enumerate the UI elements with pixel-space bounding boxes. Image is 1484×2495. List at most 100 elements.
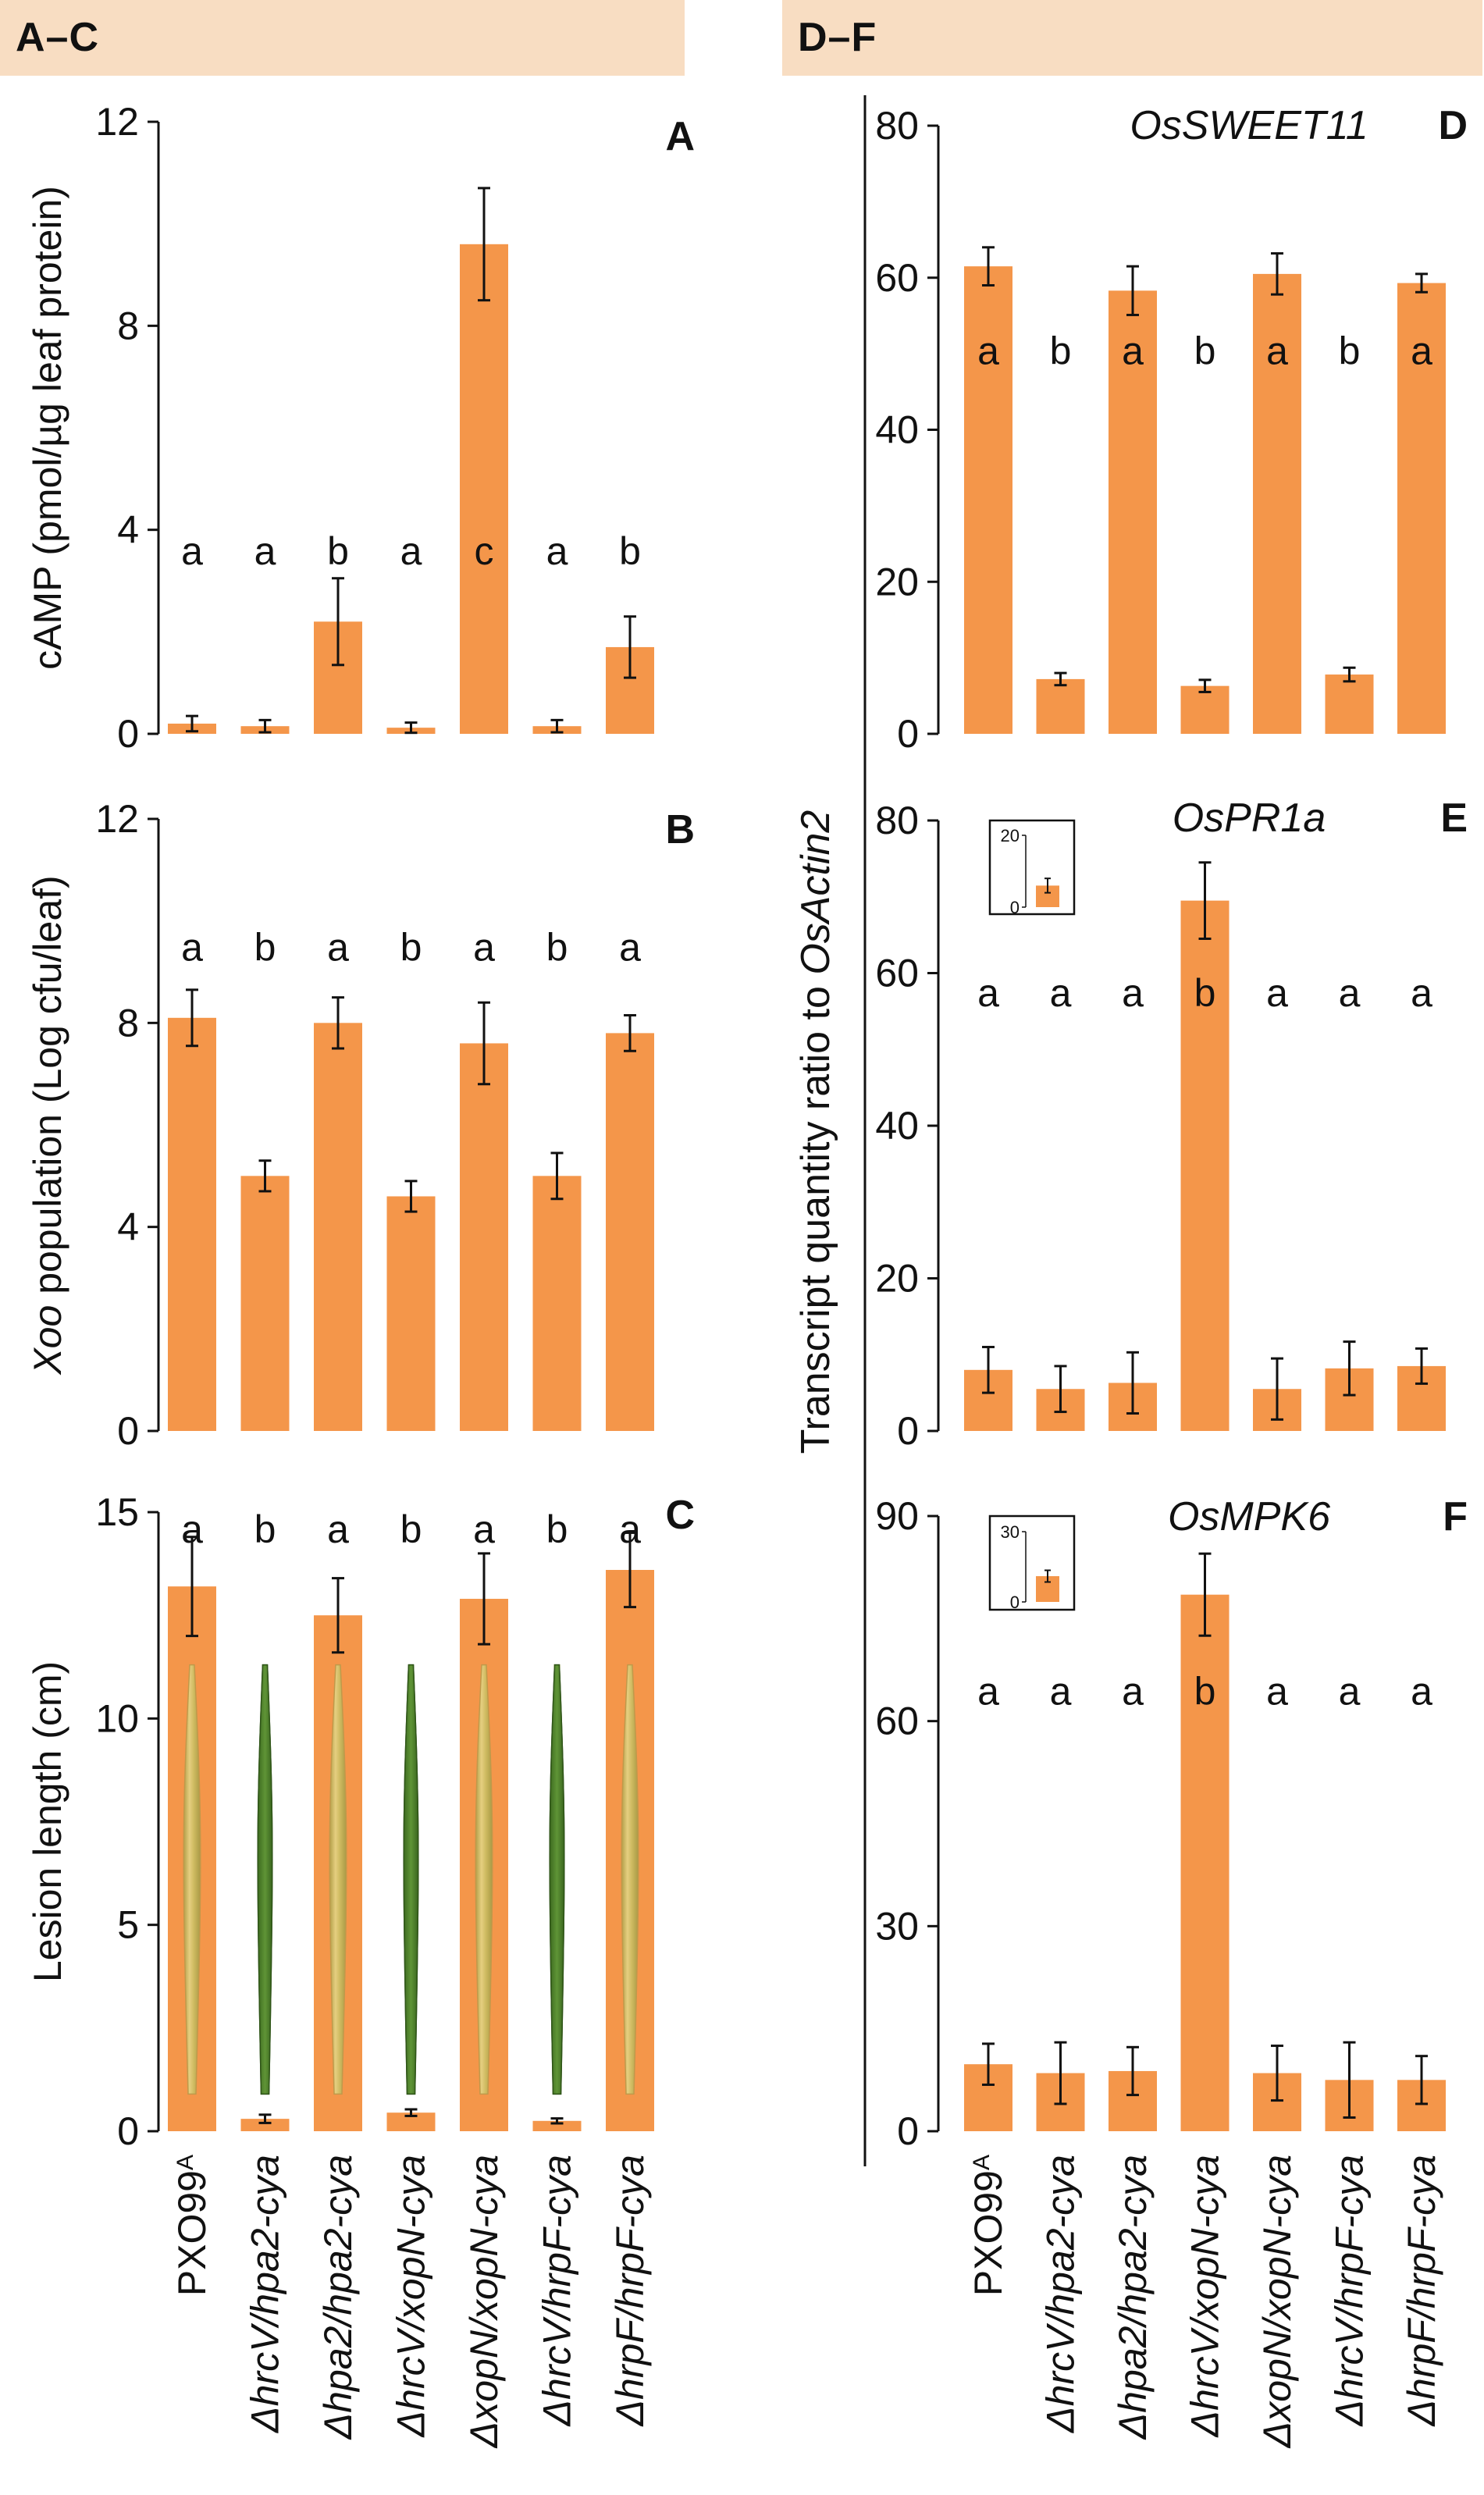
significance-letter: a xyxy=(977,329,999,372)
x-tick-label: Δhpa2/hpa2-cya xyxy=(1111,2155,1155,2440)
significance-letter: a xyxy=(1339,1669,1361,1713)
significance-letter: a xyxy=(1122,1669,1144,1713)
significance-letter: a xyxy=(327,925,349,969)
significance-letter: b xyxy=(546,925,568,969)
x-tick-label: ΔxopN/xopN-cya xyxy=(462,2155,506,2448)
x-tick-label: ΔhrcV/hrpF-cya xyxy=(536,2155,579,2427)
bar xyxy=(1180,685,1230,734)
inset-frame xyxy=(988,819,1076,916)
y-tick-label: 10 xyxy=(95,1696,139,1740)
y-tick-label: 4 xyxy=(117,508,139,552)
leaf-image-overlay xyxy=(257,1664,273,2095)
bar xyxy=(386,1196,436,1431)
bar xyxy=(1180,1594,1230,2131)
x-tick-label-base: PXO99 xyxy=(966,2170,1010,2296)
significance-letter: a xyxy=(1050,971,1072,1015)
y-tick-label: 0 xyxy=(897,712,919,756)
x-tick-label: PXO99A xyxy=(170,2155,214,2296)
x-tick-label-sup: A xyxy=(969,2155,995,2170)
x-tick-label-base: PXO99 xyxy=(170,2170,214,2296)
bar xyxy=(168,1017,216,1431)
y-tick-label: 12 xyxy=(95,100,139,144)
significance-letter: a xyxy=(181,529,203,573)
bar xyxy=(240,1176,290,1431)
chart-panel-d: 0 20 40 60 80 a b a b a b a D OsSWEET11 xyxy=(875,103,1468,756)
y-tick-label: 20 xyxy=(875,1257,919,1301)
leaf-image-overlay xyxy=(621,1664,639,2095)
header-bar-d-f: D–F xyxy=(782,0,1482,76)
inset-frame xyxy=(988,1514,1076,1611)
inset-tick-label: 30 xyxy=(1001,1522,1020,1542)
bar xyxy=(1109,290,1157,735)
significance-letter: b xyxy=(1194,329,1216,372)
bar xyxy=(606,1033,654,1431)
significance-letter: a xyxy=(1266,1669,1288,1713)
x-tick-label-sup: A xyxy=(173,2155,198,2170)
leaf-image-overlay xyxy=(549,1664,565,2095)
bar xyxy=(532,2120,582,2131)
significance-letter: b xyxy=(327,529,349,573)
y-tick-label: 4 xyxy=(117,1205,139,1249)
significance-letter: b xyxy=(1050,329,1072,372)
x-axis-labels-left: PXO99A ΔhrcV/hpa2-cya Δhpa2/hpa2-cya ΔhrcV/… xyxy=(170,2155,652,2448)
panel-label: A xyxy=(665,114,695,159)
inset-tick-label: 20 xyxy=(1001,826,1020,845)
x-tick-label: PXO99A xyxy=(966,2155,1010,2296)
significance-letter: a xyxy=(473,925,495,969)
significance-letter: b xyxy=(619,529,641,573)
inset-chart: 0 30 xyxy=(988,1514,1076,1612)
header-label-d-f: D–F xyxy=(798,15,877,60)
x-tick-label: ΔxopN/xopN-cya xyxy=(1255,2155,1299,2448)
significance-letter: a xyxy=(1339,971,1361,1015)
y-tick-label: 40 xyxy=(875,1104,919,1148)
bar xyxy=(1397,283,1446,734)
significance-letter: a xyxy=(473,1507,495,1551)
chart-panel-b: 0 4 8 12 a b a b a b a B Xoo population (Log cfu/lea… xyxy=(26,797,695,1453)
significance-letter: b xyxy=(254,925,276,969)
inset-tick-label: 0 xyxy=(1010,1593,1020,1612)
significance-letter: b xyxy=(1194,1669,1216,1713)
panel-label: E xyxy=(1440,795,1468,841)
y-axis-label-rest: population (Log cfu/leaf) xyxy=(26,875,69,1304)
inset-tick-label: 0 xyxy=(1010,898,1020,917)
chart-title: OsMPK6 xyxy=(1168,1494,1330,1539)
significance-letter: a xyxy=(1411,329,1432,372)
y-tick-label: 15 xyxy=(95,1490,139,1534)
significance-letter: b xyxy=(254,1507,276,1551)
leaf-image-overlay xyxy=(403,1664,419,2095)
y-tick-label: 80 xyxy=(875,104,919,148)
leaf-image-overlay xyxy=(475,1664,493,2095)
y-axis-label-italic: Xoo xyxy=(26,1305,69,1376)
significance-letter: b xyxy=(1339,329,1361,372)
y-tick-label: 0 xyxy=(117,712,139,756)
significance-letter: a xyxy=(619,1507,641,1551)
y-tick-label: 5 xyxy=(117,1903,139,1947)
significance-letter: a xyxy=(254,529,276,573)
y-tick-label: 30 xyxy=(875,1904,919,1948)
y-axis-label: Xoo population (Log cfu/leaf) xyxy=(26,875,69,1375)
shared-y-axis-label: Transcript quantity ratio to OsActin2 xyxy=(793,810,838,1454)
y-tick-label: 0 xyxy=(897,2109,919,2153)
y-tick-label: 20 xyxy=(875,560,919,603)
significance-letter: b xyxy=(400,925,422,969)
significance-letter: b xyxy=(546,1507,568,1551)
significance-letter: a xyxy=(546,529,568,573)
panel-label: B xyxy=(665,807,695,852)
significance-letter: a xyxy=(1411,1669,1432,1713)
y-tick-label: 0 xyxy=(897,1409,919,1453)
y-tick-label: 60 xyxy=(875,1700,919,1743)
bar xyxy=(460,1043,508,1431)
significance-letter: a xyxy=(181,1507,203,1551)
significance-letter: a xyxy=(1266,971,1288,1015)
inset-chart: 0 20 xyxy=(988,819,1076,917)
significance-letter: a xyxy=(977,971,999,1015)
x-tick-label: ΔhrpF/hrpF-cya xyxy=(608,2155,652,2427)
leaf-image-overlay xyxy=(329,1664,347,2095)
significance-letter: c xyxy=(475,529,494,573)
bar xyxy=(1036,678,1085,734)
y-tick-label: 8 xyxy=(117,304,139,347)
significance-letter: a xyxy=(1122,329,1144,372)
leaf-image-overlay xyxy=(183,1664,201,2095)
